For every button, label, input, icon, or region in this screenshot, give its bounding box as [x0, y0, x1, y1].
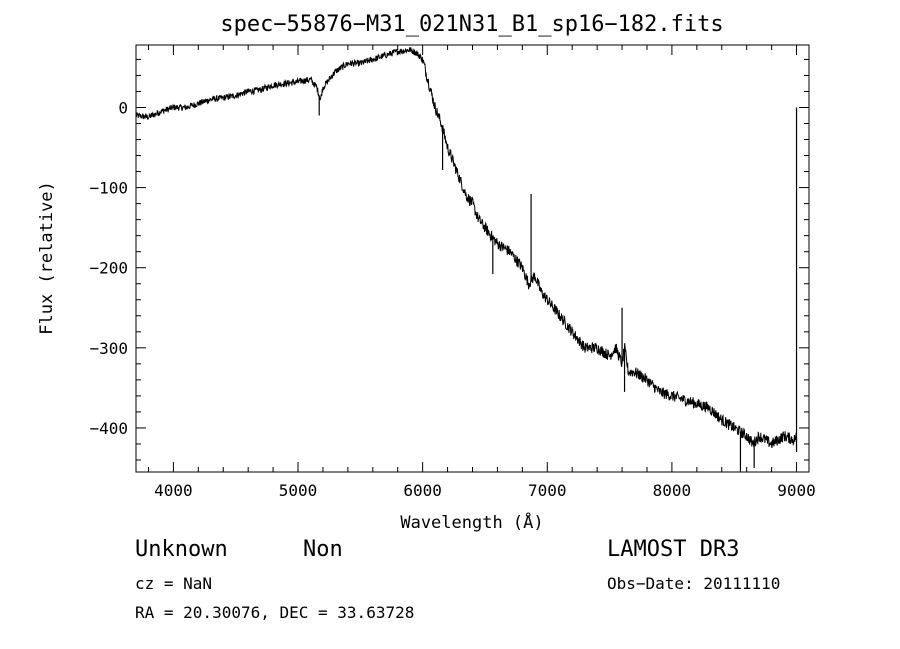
y-tick-label: −200	[89, 259, 128, 278]
chart-title: spec−55876−M31_021N31_B1_sp16−182.fits	[220, 12, 723, 37]
x-tick-label: 5000	[279, 481, 318, 500]
y-tick-label: 0	[118, 98, 128, 117]
coordinates: RA = 20.30076, DEC = 33.63728	[135, 603, 415, 622]
x-tick-label: 7000	[528, 481, 567, 500]
object-class: Unknown	[135, 537, 228, 562]
spectrum-line	[135, 47, 797, 449]
survey-label: LAMOST DR3	[607, 537, 740, 562]
obs-date: Obs−Date: 20111110	[607, 574, 781, 593]
cz-value: cz = NaN	[135, 574, 213, 593]
x-tick-label: 9000	[777, 481, 816, 500]
object-subclass: Non	[303, 537, 343, 562]
y-tick-label: −300	[89, 339, 128, 358]
y-tick-label: −400	[89, 419, 128, 438]
axis-ticks	[136, 45, 809, 472]
x-tick-label: 8000	[653, 481, 692, 500]
x-tick-label: 4000	[154, 481, 193, 500]
y-tick-label: −100	[89, 179, 128, 198]
series-group	[135, 47, 798, 472]
x-tick-label: 6000	[403, 481, 442, 500]
x-axis-label: Wavelength (Å)	[400, 511, 543, 533]
tick-labels: 4000 5000 6000 7000 8000 9000 0 −100 −200 −300 −40…	[89, 98, 815, 500]
y-axis-label: Flux (relative)	[37, 181, 57, 335]
